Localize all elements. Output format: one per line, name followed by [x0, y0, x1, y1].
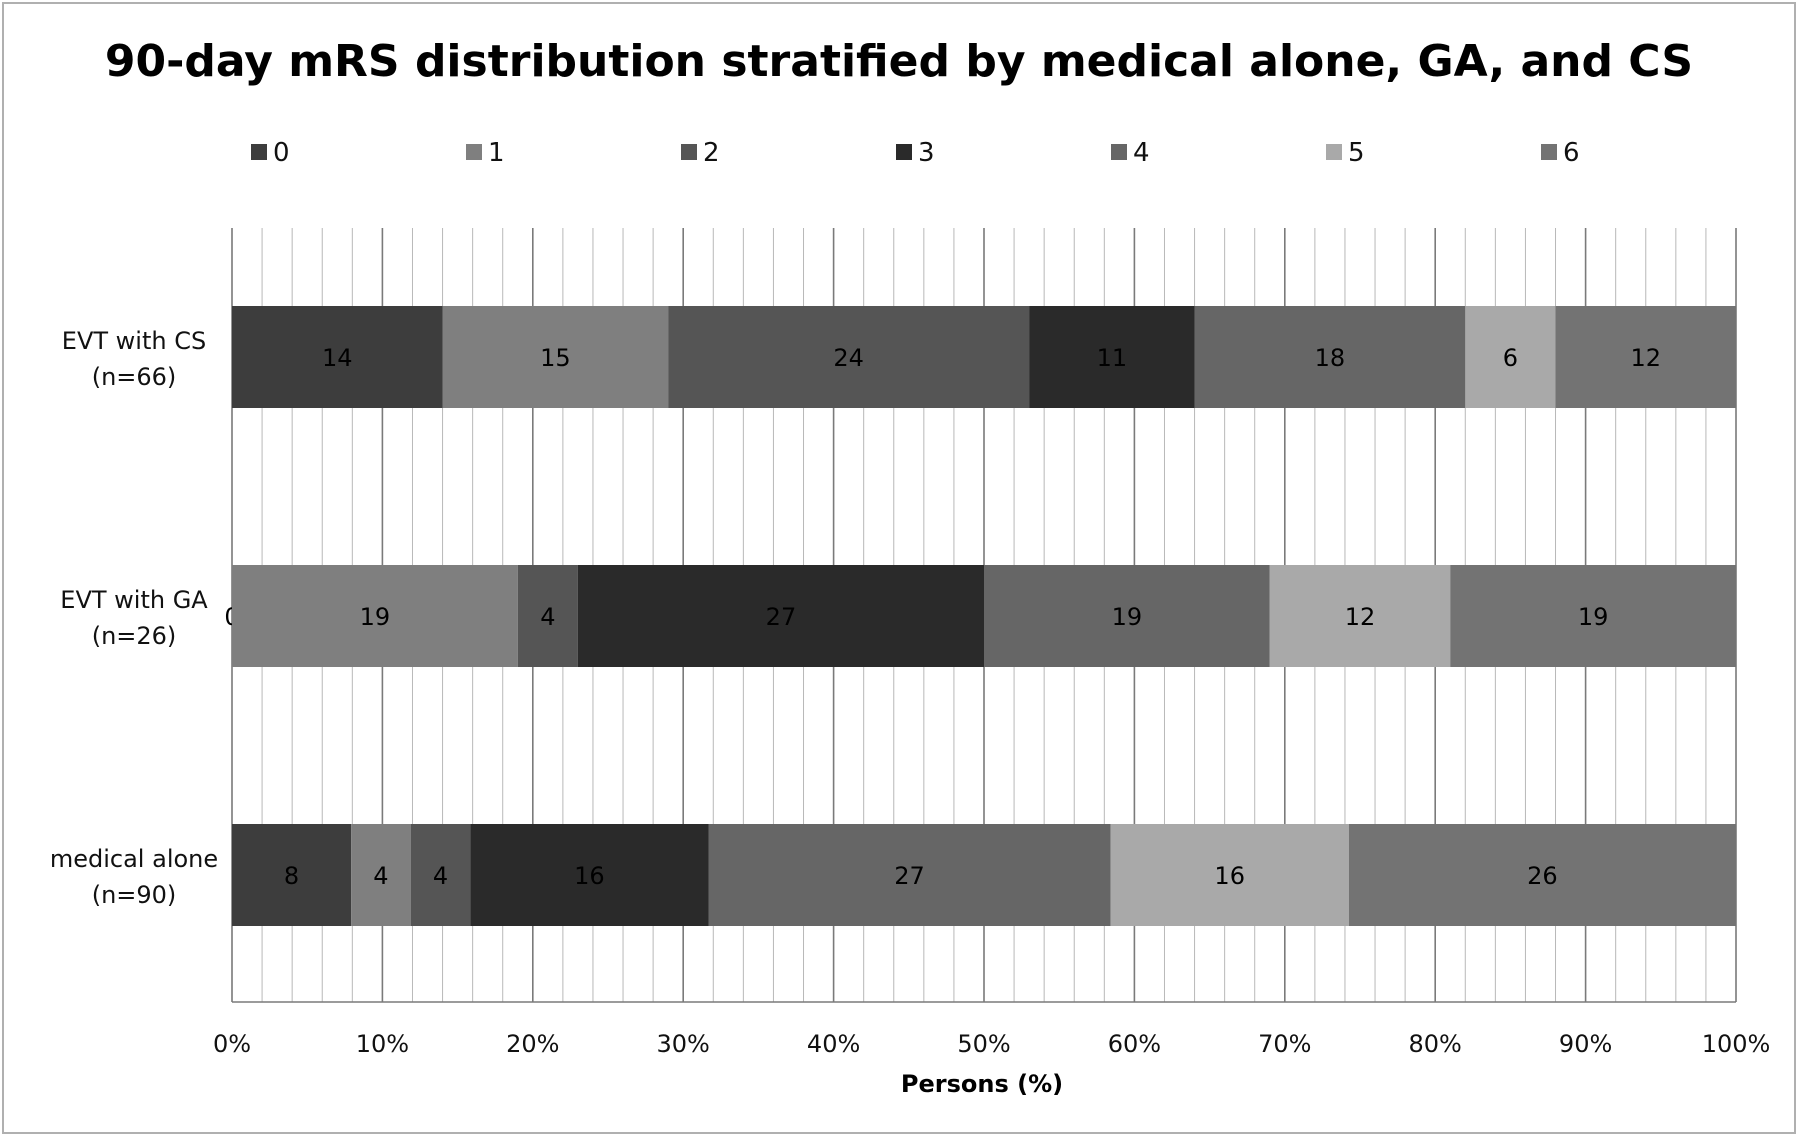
legend: 0 1 2 3 4 5 6 [251, 138, 1580, 168]
legend-item-4: 4 [1111, 138, 1150, 168]
legend-label: 1 [488, 138, 505, 168]
legend-swatch [681, 144, 697, 160]
legend-swatch [466, 144, 482, 160]
x-tick-label: 10% [356, 1030, 409, 1058]
bar-row: 14 15 24 11 18 6 12 [232, 306, 1736, 408]
legend-item-1: 1 [466, 138, 505, 168]
bar-segment [1450, 565, 1736, 667]
category-label-name: EVT with CS [62, 327, 206, 355]
category-label: medical alone (n=90) [50, 845, 218, 909]
x-tick-label: 70% [1258, 1030, 1311, 1058]
data-label: 27 [894, 862, 925, 890]
category-label-name: EVT with GA [60, 586, 208, 614]
category-label-count: (n=90) [92, 881, 177, 909]
legend-label: 5 [1348, 138, 1365, 168]
data-label: 11 [1097, 344, 1128, 372]
x-tick-label: 50% [957, 1030, 1010, 1058]
bar-segment [577, 565, 984, 667]
data-label: 15 [540, 344, 571, 372]
legend-swatch [251, 144, 267, 160]
category-labels: EVT with CS (n=66) EVT with GA (n=26) medica… [50, 327, 218, 909]
bar-segment [984, 565, 1270, 667]
legend-swatch [1111, 144, 1127, 160]
data-label: 14 [322, 344, 353, 372]
category-label-count: (n=26) [92, 622, 177, 650]
bar-row: 8 4 4 16 27 16 26 [232, 824, 1736, 926]
legend-item-2: 2 [681, 138, 720, 168]
data-label: 16 [1214, 862, 1245, 890]
bar-segment [708, 824, 1111, 926]
legend-item-6: 6 [1541, 138, 1580, 168]
bar-segment [410, 824, 471, 926]
x-tick-label: 90% [1559, 1030, 1612, 1058]
data-label: 19 [1578, 603, 1609, 631]
x-tick-label: 80% [1409, 1030, 1462, 1058]
data-label: 18 [1315, 344, 1346, 372]
data-label: 16 [574, 862, 605, 890]
bar-segment [442, 306, 669, 408]
bar-segment [351, 824, 411, 926]
legend-label: 3 [918, 138, 935, 168]
category-label-count: (n=66) [92, 363, 177, 391]
data-label: 6 [1503, 344, 1518, 372]
x-tick-label: 100% [1702, 1030, 1771, 1058]
legend-swatch [896, 144, 912, 160]
bar-segment [1194, 306, 1466, 408]
chart-title: 90-day mRS distribution stratified by me… [105, 36, 1693, 87]
x-axis-label: Persons (%) [901, 1070, 1063, 1098]
bar-segment [1110, 824, 1349, 926]
x-tick-label: 30% [657, 1030, 710, 1058]
data-label: 4 [373, 862, 388, 890]
data-label: 19 [1112, 603, 1143, 631]
legend-swatch [1541, 144, 1557, 160]
data-label: 19 [360, 603, 391, 631]
data-label: 12 [1345, 603, 1376, 631]
legend-item-3: 3 [896, 138, 935, 168]
category-label: EVT with CS (n=66) [62, 327, 206, 391]
bar-segment [232, 565, 518, 667]
x-tick-label: 40% [807, 1030, 860, 1058]
data-label: 8 [284, 862, 299, 890]
legend-label: 6 [1563, 138, 1580, 168]
x-tick-label: 20% [506, 1030, 559, 1058]
bar-segment [470, 824, 709, 926]
data-label: 12 [1630, 344, 1661, 372]
x-tick-label: 60% [1108, 1030, 1161, 1058]
bar-segment [1029, 306, 1195, 408]
chart-svg: 90-day mRS distribution stratified by me… [50, 36, 1770, 1098]
bar-segment [668, 306, 1030, 408]
bar-row: 019427191219 [224, 565, 1736, 667]
category-label: EVT with GA (n=26) [60, 586, 208, 650]
x-axis-ticks: 0% 10% 20% 30% 40% 50% 60% 70% 80% 90% 100% [213, 1030, 1770, 1058]
data-label: 26 [1527, 862, 1558, 890]
x-tick-label: 0% [213, 1030, 251, 1058]
data-label: 4 [540, 603, 555, 631]
data-label: 24 [833, 344, 864, 372]
data-label: 4 [433, 862, 448, 890]
legend-label: 0 [273, 138, 290, 168]
legend-item-0: 0 [251, 138, 290, 168]
legend-label: 2 [703, 138, 720, 168]
legend-item-5: 5 [1326, 138, 1365, 168]
category-label-name: medical alone [50, 845, 218, 873]
bar-segment [1269, 565, 1451, 667]
bars: 141524111861201942719121984416271626 [224, 306, 1736, 926]
data-label: 27 [766, 603, 797, 631]
bar-segment [1555, 306, 1736, 408]
legend-label: 4 [1133, 138, 1150, 168]
bar-segment [232, 824, 352, 926]
legend-swatch [1326, 144, 1342, 160]
bar-segment [517, 565, 578, 667]
bar-segment [1348, 824, 1736, 926]
bar-segment [1465, 306, 1556, 408]
bar-segment [232, 306, 443, 408]
